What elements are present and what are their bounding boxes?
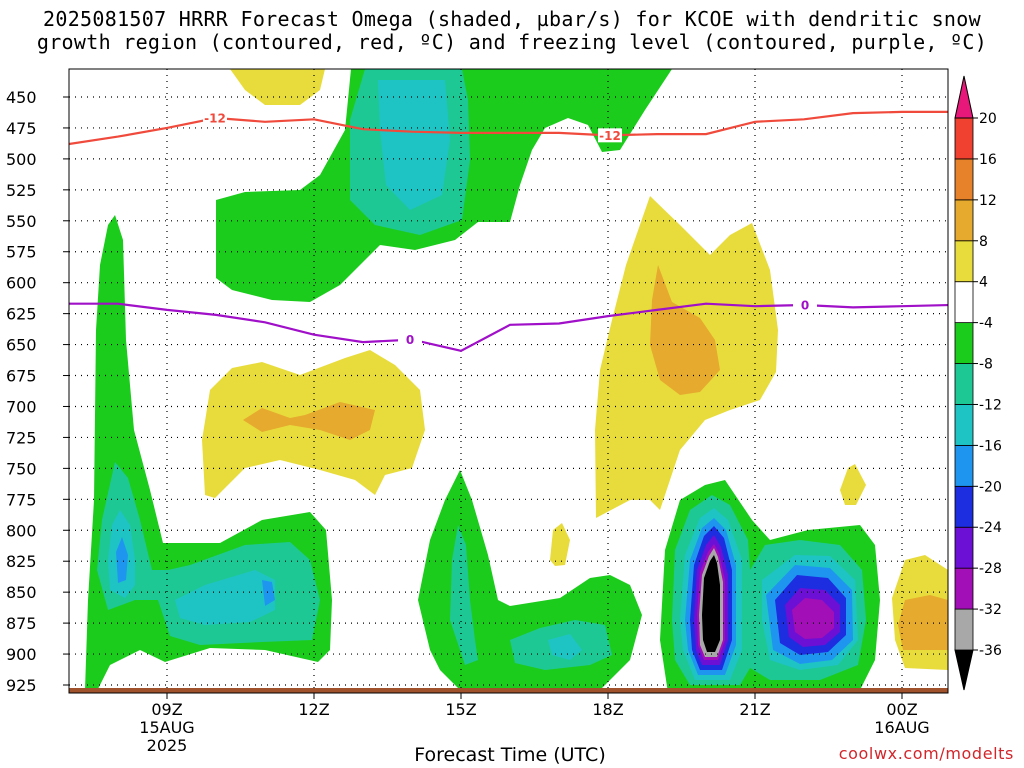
y-tick-label: 650 [6,336,37,355]
y-tick-label: 700 [6,397,37,416]
plot-frame [68,68,949,694]
y-tick-label: 800 [6,521,37,540]
y-tick-label: 750 [6,459,37,478]
colorbar-label: -36 [979,643,1002,659]
y-tick-label: 475 [6,119,37,138]
colorbar-segment [954,240,974,283]
grid-lines [69,69,948,693]
y-tick-label: 575 [6,243,37,262]
x-axis-title: Forecast Time (UTC) [414,744,606,766]
ground-bar [69,688,948,693]
colorbar-segment [954,444,974,487]
colorbar-segment [954,158,974,201]
colorbar-label: -24 [979,520,1002,536]
y-tick-label: 525 [6,181,37,200]
x-tick-date: 16AUG [874,718,929,737]
colorbar-label: -12 [979,397,1002,413]
colorbar-label: -32 [979,602,1002,618]
omega-region-core1-purple [697,544,834,660]
title-line-2: growth region (contoured, red, ºC) and f… [36,30,988,54]
colorbar-label: -4 [979,316,993,332]
omega-region-yellow-small1 [550,523,570,566]
colorbar-label: -20 [979,479,1002,495]
y-tick-label: 550 [6,212,37,231]
colorbar-label: 20 [979,111,997,127]
chart-title: 2025081507 HRRR Forecast Omega (shaded, … [0,8,1024,54]
x-tick-label: 18Z [592,700,623,719]
contour-label: 0 [406,333,414,347]
colorbar-segment [954,526,974,569]
y-axis: 450 475 500 525 550 575 600 625 650 675 700 725 750 7… [6,88,69,695]
y-tick-label: 900 [6,645,37,664]
contour-line [69,302,948,352]
x-tick-date: 15AUG [139,718,194,737]
omega-region-orange-corner [898,595,948,650]
y-tick-label: 850 [6,583,37,602]
colorbar-segment [954,485,974,528]
contour-label-bg [598,128,622,143]
colorbar-label: -28 [979,561,1002,577]
omega-shading [85,69,948,693]
contour-label-bg [793,298,817,313]
omega-region-core1-black [702,555,720,652]
colorbar-segment [954,404,974,446]
x-tick-label: 21Z [739,700,770,719]
y-tick-label: 450 [6,88,37,107]
y-tick-label: 625 [6,305,37,324]
colorbar-label: -8 [979,357,993,373]
colorbar-label: 8 [979,234,988,250]
contour-label-bg [203,111,227,126]
x-tick-label: 00Z [886,700,917,719]
contour-label-bg [398,332,422,347]
colorbar-segment [954,117,974,160]
colorbar-segment [954,281,974,324]
omega-region-orange-right [650,265,720,395]
omega-region-yellow-small2 [840,464,866,505]
omega-region-upper-cyan [378,80,450,210]
colorbar-segment [954,363,974,405]
source-credit: coolwx.com/modelts [838,744,1014,763]
omega-region-yellow-topleft [230,69,325,105]
colorbar-label: 4 [979,275,988,291]
x-tick-label: 15Z [445,700,476,719]
colorbar-segment [954,199,974,242]
colorbar: -36 -32 -28 -24 -20 -16 -12 -8 -4 4 8 12 16 20 [954,75,1002,691]
contour-label: -12 [599,129,621,143]
y-tick-label: 825 [6,552,37,571]
y-tick-label: 675 [6,367,37,386]
colorbar-label: -16 [979,438,1002,454]
colorbar-label: 16 [979,152,997,168]
y-tick-label: 925 [6,676,37,695]
x-tick-year: 2025 [147,736,188,755]
title-line-1: 2025081507 HRRR Forecast Omega (shaded, … [43,7,981,31]
colorbar-arrow-high [954,75,974,119]
y-tick-label: 725 [6,428,37,447]
omega-region-middle-teal [450,525,612,670]
contour-label: -12 [204,112,226,126]
omega-region-left-cyan [108,510,275,625]
contour-label: 0 [801,299,809,313]
y-tick-label: 500 [6,150,37,169]
colorbar-segment [954,567,974,610]
colorbar-label: 12 [979,193,997,209]
temperature-contours: -12 -12 0 0 [69,110,948,352]
colorbar-segment [954,322,974,364]
y-tick-label: 600 [6,274,37,293]
y-tick-label: 775 [6,490,37,509]
x-tick-label: 12Z [298,700,329,719]
colorbar-arrow-low [954,649,974,691]
omega-region-orange-left [243,402,375,440]
y-tick-label: 875 [6,614,37,633]
x-tick-label: 09Z [151,700,182,719]
colorbar-segment [954,608,974,651]
